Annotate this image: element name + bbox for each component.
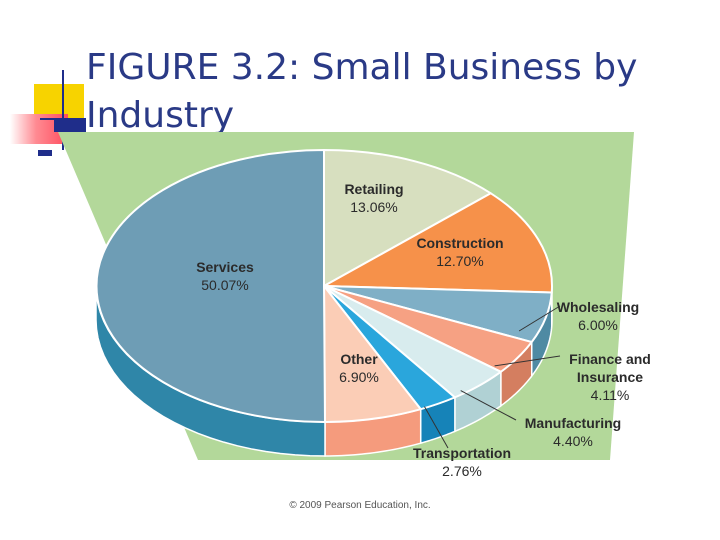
slice-value-other: 6.90% <box>339 369 379 385</box>
slice-label-manufacturing: Manufacturing 4.40% <box>525 415 621 449</box>
slice-name-other: Other <box>340 351 378 367</box>
slice-label-transportation: Transportation 2.76% <box>413 445 511 479</box>
decor-vertical-line <box>62 70 64 150</box>
leader-line-manufacturing <box>460 390 517 421</box>
slice-name-retailing: Retailing <box>344 181 403 197</box>
slice-name-wholesaling: Wholesaling <box>557 299 639 315</box>
slice-value-manufacturing: 4.40% <box>553 433 593 449</box>
slice-name-finance-and-insurance-line-2: Insurance <box>577 369 643 385</box>
decor-blue-tick <box>38 150 52 156</box>
leader-line-finance-and-insurance <box>494 355 561 367</box>
slice-name-finance-and-insurance-line-1: Finance and <box>569 351 651 367</box>
slice-label-services: Services 50.07% <box>196 259 254 293</box>
pie-slice-retailing <box>323 149 492 287</box>
slice-label-finance-and-insurance: Finance and Insurance 4.11% <box>569 351 651 403</box>
slice-label-wholesaling: Wholesaling 6.00% <box>557 299 639 333</box>
leader-line-transportation <box>424 406 449 449</box>
slice-labels: Retailing 13.06% Construction 12.70% Wholesa… <box>196 181 651 479</box>
slice-value-finance-and-insurance: 4.11% <box>591 387 630 403</box>
copyright-notice: © 2009 Pearson Education, Inc. <box>289 500 431 511</box>
slice-name-construction: Construction <box>416 235 503 251</box>
slice-label-construction: Construction 12.70% <box>416 235 503 269</box>
slice-value-retailing: 13.06% <box>350 199 397 215</box>
slice-name-services: Services <box>196 259 254 275</box>
slide-title: FIGURE 3.2: Small Business by Industry <box>86 47 638 136</box>
pie-slice-services <box>95 149 326 424</box>
pie-slice-construction <box>323 192 553 294</box>
slice-label-retailing: Retailing 13.06% <box>344 181 403 215</box>
slice-value-services: 50.07% <box>201 277 248 293</box>
slice-label-other: Other 6.90% <box>339 351 379 385</box>
pie-sides <box>95 285 553 457</box>
leader-lines <box>424 305 561 449</box>
slice-value-construction: 12.70% <box>436 253 483 269</box>
slice-value-transportation: 2.76% <box>442 463 482 479</box>
slice-name-transportation: Transportation <box>413 445 511 461</box>
slice-name-manufacturing: Manufacturing <box>525 415 621 431</box>
leader-line-wholesaling <box>518 305 561 332</box>
decor-horizontal-line <box>40 118 86 120</box>
slice-value-wholesaling: 6.00% <box>578 317 618 333</box>
pie-slices <box>95 149 553 424</box>
